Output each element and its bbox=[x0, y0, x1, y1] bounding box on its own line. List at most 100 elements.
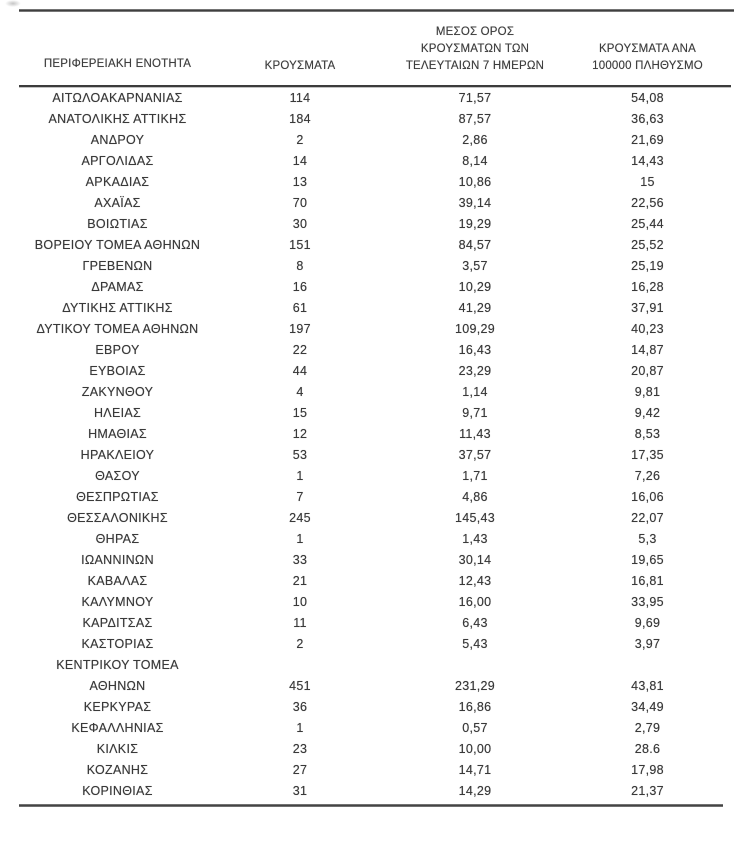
avg7-cell: 10,86 bbox=[458, 175, 492, 189]
cases-cell: 11 bbox=[293, 616, 307, 630]
avg7-cell: 145,43 bbox=[454, 511, 496, 525]
table-row: ΔΥΤΙΚΗΣ ΑΤΤΙΚΗΣ 61 41,29 37,91 bbox=[20, 298, 730, 319]
avg7-cell: 71,57 bbox=[458, 91, 492, 105]
cases-cell: 70 bbox=[292, 196, 308, 210]
avg7-cell: 37,57 bbox=[458, 448, 492, 462]
table-row: ΗΡΑΚΛΕΙΟΥ 53 37,57 17,35 bbox=[20, 445, 730, 466]
region-name-cell: ΚΑΛΥΜΝΟΥ bbox=[20, 592, 215, 613]
per100k-cell: 34,49 bbox=[631, 700, 664, 714]
table-row: ΗΜΑΘΙΑΣ 12 11,43 8,53 bbox=[20, 424, 730, 445]
avg7-cell: 1,43 bbox=[462, 532, 488, 546]
cases-cell: 23 bbox=[292, 742, 308, 756]
cases-cell: 8 bbox=[296, 259, 304, 273]
region-name-line: ΑΡΚΑΔΙΑΣ bbox=[85, 175, 150, 189]
table-row: ΚΑΒΑΛΑΣ 21 12,43 16,81 bbox=[20, 571, 730, 592]
column-header-avg7-line1: ΜΕΣΟΣ ΟΡΟΣ bbox=[435, 26, 515, 38]
avg7-cell: 14,29 bbox=[458, 784, 492, 798]
table-row: ΓΡΕΒΕΝΩΝ 8 3,57 25,19 bbox=[20, 256, 730, 277]
avg7-cell: 10,00 bbox=[458, 742, 492, 756]
avg7-cell: 2,86 bbox=[462, 133, 488, 147]
table-row: ΚΑΣΤΟΡΙΑΣ 2 5,43 3,97 bbox=[20, 634, 730, 655]
table-row: ΒΟΙΩΤΙΑΣ 30 19,29 25,44 bbox=[20, 214, 730, 235]
per100k-cell: 28.6 bbox=[634, 742, 661, 756]
region-name-cell: ΚΑΡΔΙΤΣΑΣ bbox=[20, 613, 215, 634]
region-name-line: ΓΡΕΒΕΝΩΝ bbox=[82, 259, 153, 273]
per100k-cell: 21,69 bbox=[631, 133, 664, 147]
table-row: ΖΑΚΥΝΘΟΥ 4 1,14 9,81 bbox=[20, 382, 730, 403]
bottom-rule-divider bbox=[19, 804, 723, 807]
cases-cell: 14 bbox=[292, 154, 308, 168]
table-row: ΑΝΑΤΟΛΙΚΗΣ ΑΤΤΙΚΗΣ 184 87,57 36,63 bbox=[20, 109, 730, 130]
region-name-cell: ΑΙΤΩΛΟΑΚΑΡΝΑΝΙΑΣ bbox=[20, 88, 215, 109]
table-row: ΒΟΡΕΙΟΥ ΤΟΜΕΑ ΑΘΗΝΩΝ 151 84,57 25,52 bbox=[20, 235, 730, 256]
region-name-line: ΔΥΤΙΚΗΣ ΑΤΤΙΚΗΣ bbox=[62, 301, 173, 315]
table-row: ΔΡΑΜΑΣ 16 10,29 16,28 bbox=[20, 277, 730, 298]
region-name-line: ΒΟΡΕΙΟΥ ΤΟΜΕΑ ΑΘΗΝΩΝ bbox=[34, 238, 201, 252]
table-row: ΚΑΡΔΙΤΣΑΣ 11 6,43 9,69 bbox=[20, 613, 730, 634]
avg7-cell: 10,29 bbox=[458, 280, 492, 294]
region-name-cell: ΓΡΕΒΕΝΩΝ bbox=[20, 256, 215, 277]
region-name-cell: ΚΕΝΤΡΙΚΟΥ ΤΟΜΕΑ ΑΘΗΝΩΝ bbox=[20, 655, 215, 697]
region-name-line: ΑΝΔΡΟΥ bbox=[90, 133, 145, 147]
per100k-cell: 20,87 bbox=[631, 364, 664, 378]
region-name-line: ΕΒΡΟΥ bbox=[95, 343, 140, 357]
region-name-line: ΚΑΣΤΟΡΙΑΣ bbox=[81, 637, 154, 651]
avg7-cell: 16,00 bbox=[458, 595, 492, 609]
region-name-line: ΚΟΖΑΝΗΣ bbox=[86, 763, 149, 777]
cases-cell: 10 bbox=[292, 595, 308, 609]
per100k-cell: 9,69 bbox=[634, 616, 661, 630]
per100k-cell: 7,26 bbox=[634, 469, 661, 483]
per100k-cell: 36,63 bbox=[631, 112, 664, 126]
header-rule-divider bbox=[19, 85, 731, 87]
region-name-cell: ΒΟΡΕΙΟΥ ΤΟΜΕΑ ΑΘΗΝΩΝ bbox=[20, 235, 215, 256]
column-header-cases-line: ΚΡΟΥΣΜΑΤΑ bbox=[264, 60, 336, 72]
avg7-cell: 1,14 bbox=[462, 385, 488, 399]
cases-cell: 12 bbox=[292, 427, 308, 441]
table-row: ΚΕΦΑΛΛΗΝΙΑΣ 1 0,57 2,79 bbox=[20, 718, 730, 739]
region-name-cell: ΚΕΦΑΛΛΗΝΙΑΣ bbox=[20, 718, 215, 739]
cases-cell: 36 bbox=[292, 700, 308, 714]
region-name-cell: ΚΟΡΙΝΘΙΑΣ bbox=[20, 781, 215, 802]
avg7-cell: 41,29 bbox=[458, 301, 492, 315]
region-name-cell: ΘΕΣΣΑΛΟΝΙΚΗΣ bbox=[20, 508, 215, 529]
table-row: ΚΕΝΤΡΙΚΟΥ ΤΟΜΕΑ ΑΘΗΝΩΝ 451 231,29 43,81 bbox=[20, 655, 730, 697]
region-name-cell: ΔΥΤΙΚΟΥ ΤΟΜΕΑ ΑΘΗΝΩΝ bbox=[20, 319, 215, 340]
region-name-line: ΑΡΓΟΛΙΔΑΣ bbox=[81, 154, 154, 168]
table-row: ΙΩΑΝΝΙΝΩΝ 33 30,14 19,65 bbox=[20, 550, 730, 571]
region-name-line: ΘΕΣΠΡΩΤΙΑΣ bbox=[76, 490, 159, 504]
table-row: ΗΛΕΙΑΣ 15 9,71 9,42 bbox=[20, 403, 730, 424]
region-name-line: ΚΕΝΤΡΙΚΟΥ ΤΟΜΕΑ bbox=[56, 658, 179, 672]
avg7-cell: 0,57 bbox=[462, 721, 488, 735]
avg7-cell: 5,43 bbox=[462, 637, 488, 651]
per100k-cell: 21,37 bbox=[631, 784, 664, 798]
table-row: ΑΡΓΟΛΙΔΑΣ 14 8,14 14,43 bbox=[20, 151, 730, 172]
per100k-cell: 14,87 bbox=[631, 343, 664, 357]
scan-artifact bbox=[5, 0, 21, 7]
region-name-line: ΘΕΣΣΑΛΟΝΙΚΗΣ bbox=[67, 511, 168, 525]
cases-cell: 53 bbox=[292, 448, 308, 462]
column-header-region-line: ΠΕΡΙΦΕΡΕΙΑΚΗ ΕΝΟΤΗΤΑ bbox=[43, 58, 192, 70]
per100k-cell: 54,08 bbox=[631, 91, 664, 105]
region-name-line: ΚΕΦΑΛΛΗΝΙΑΣ bbox=[71, 721, 164, 735]
cases-cell: 31 bbox=[292, 784, 308, 798]
region-name-line: ΚΕΡΚΥΡΑΣ bbox=[83, 700, 152, 714]
table-row: ΚΟΖΑΝΗΣ 27 14,71 17,98 bbox=[20, 760, 730, 781]
per100k-cell: 33,95 bbox=[631, 595, 664, 609]
region-name-line: ΑΙΤΩΛΟΑΚΑΡΝΑΝΙΑΣ bbox=[52, 91, 183, 105]
region-name-line: ΖΑΚΥΝΘΟΥ bbox=[81, 385, 154, 399]
per100k-cell: 25,19 bbox=[631, 259, 664, 273]
region-name-cell: ΚΟΖΑΝΗΣ bbox=[20, 760, 215, 781]
region-name-cell: ΗΛΕΙΑΣ bbox=[20, 403, 215, 424]
table-row: ΘΕΣΣΑΛΟΝΙΚΗΣ 245 145,43 22,07 bbox=[20, 508, 730, 529]
region-name-line: ΗΛΕΙΑΣ bbox=[93, 406, 142, 420]
region-name-cell: ΔΡΑΜΑΣ bbox=[20, 277, 215, 298]
per100k-cell: 9,42 bbox=[634, 406, 661, 420]
table-row: ΚΟΡΙΝΘΙΑΣ 31 14,29 21,37 bbox=[20, 781, 730, 802]
avg7-cell: 30,14 bbox=[458, 553, 492, 567]
region-name-cell: ΔΥΤΙΚΗΣ ΑΤΤΙΚΗΣ bbox=[20, 298, 215, 319]
avg7-cell: 3,57 bbox=[462, 259, 488, 273]
cases-cell: 15 bbox=[292, 406, 308, 420]
table-row: ΘΑΣΟΥ 1 1,71 7,26 bbox=[20, 466, 730, 487]
cases-cell: 7 bbox=[296, 490, 304, 504]
region-name-line: ΑΧΑΪΑΣ bbox=[94, 196, 141, 210]
